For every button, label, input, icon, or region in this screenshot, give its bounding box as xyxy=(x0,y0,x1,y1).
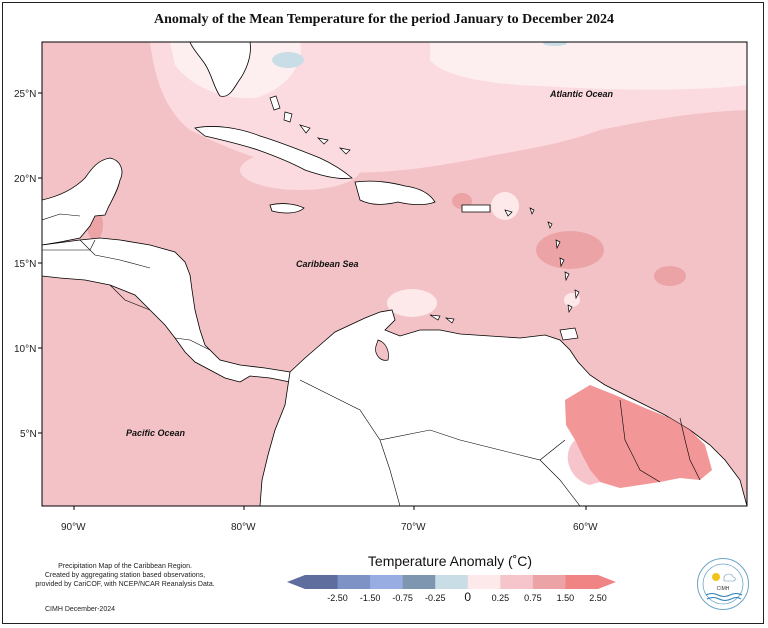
lon-tick-label: 90°W xyxy=(61,522,86,533)
anomaly-hotspot-antilles xyxy=(536,231,604,269)
anomaly-field-light-cuba xyxy=(240,150,360,190)
legend-swatch xyxy=(305,575,339,589)
anomaly-hotspot-guianas xyxy=(565,385,712,488)
lat-tick-label: 20°N xyxy=(14,174,36,185)
lon-tick-label: 60°W xyxy=(573,522,598,533)
legend-arrow-low xyxy=(287,575,305,589)
anomaly-field-pale-north xyxy=(430,42,747,90)
cimh-logo-graphic xyxy=(702,563,744,605)
land-mexico xyxy=(42,42,123,246)
legend-tick-label: -2.50 xyxy=(327,593,348,603)
legend-swatch xyxy=(402,575,436,589)
map-border xyxy=(41,41,748,507)
legend-swatch xyxy=(337,575,371,589)
legend-tick-label: 1.50 xyxy=(556,593,575,603)
legend-swatch xyxy=(370,575,404,589)
borders-mexico xyxy=(42,213,96,251)
legend-swatch xyxy=(467,575,501,589)
map-title: Anomaly of the Mean Temperature for the … xyxy=(154,12,614,27)
legend-swatch xyxy=(500,575,534,589)
legend-tick-label: -0.25 xyxy=(424,593,446,603)
legend-tick-label: 2.50 xyxy=(589,593,607,603)
land-hispaniola xyxy=(354,180,436,206)
legend-tick-label: 0 xyxy=(464,590,472,604)
anomaly-field-negative-patch xyxy=(272,52,304,68)
lat-axis: 25°N 20°N 15°N 10°N 5°N xyxy=(14,89,42,440)
legend-tick-label: -1.50 xyxy=(359,593,381,603)
anomaly-hotspot-east xyxy=(654,266,686,286)
land-lesser-antilles xyxy=(504,207,580,314)
legend-swatch xyxy=(532,575,566,589)
land-puerto-rico xyxy=(461,204,491,213)
footnote-line-2: Created by aggregating station based obs… xyxy=(44,572,206,579)
lat-tick-label: 10°N xyxy=(14,344,36,355)
legend-arrow-high xyxy=(598,575,616,589)
land-trinidad xyxy=(559,327,579,341)
lat-tick-label: 25°N xyxy=(14,89,36,100)
lon-tick-label: 70°W xyxy=(401,522,426,533)
anomaly-pale-aruba xyxy=(387,289,437,317)
land-jamaica xyxy=(269,203,305,214)
land-cuba xyxy=(194,126,353,179)
legend-tick-label: -0.75 xyxy=(392,593,413,603)
label-caribbean-sea: Caribbean Sea xyxy=(296,259,359,269)
anomaly-field-negative-patch-2 xyxy=(543,42,567,46)
land-florida xyxy=(189,42,251,97)
lon-axis: 90°W 80°W 70°W 60°W xyxy=(61,506,598,533)
footnote-line-1: Precipitation Map of the Caribbean Regio… xyxy=(58,563,192,570)
label-pacific-ocean: Pacific Ocean xyxy=(126,428,186,438)
legend-color-bar xyxy=(287,575,616,589)
legend-tick-label: 0.25 xyxy=(491,593,510,603)
cimh-logo: CIMH xyxy=(697,558,749,610)
lake-maracaibo xyxy=(375,339,389,361)
lat-tick-label: 5°N xyxy=(20,429,37,440)
legend-tick-label: 0.75 xyxy=(524,593,542,603)
footnote-line-3: provided by CariCOF, with NCEP/NCAR Rean… xyxy=(35,581,215,588)
legend-title: Temperature Anomaly (˚C) xyxy=(367,553,533,569)
borders-south-america xyxy=(299,379,701,506)
lat-tick-label: 15°N xyxy=(14,259,36,270)
lon-tick-label: 80°W xyxy=(231,522,256,533)
footnote-credit: CIMH December-2024 xyxy=(44,606,116,613)
borders-central-america xyxy=(79,239,211,351)
legend-swatch xyxy=(565,575,599,589)
legend-swatch xyxy=(435,575,469,589)
cimh-logo-text: CIMH xyxy=(716,586,730,592)
anomaly-light-guianas xyxy=(567,440,600,485)
anomaly-pale-vi xyxy=(491,192,519,220)
land-bahamas xyxy=(269,95,351,155)
land-abc-islands xyxy=(429,314,455,324)
label-atlantic-ocean: Atlantic Ocean xyxy=(549,89,614,99)
